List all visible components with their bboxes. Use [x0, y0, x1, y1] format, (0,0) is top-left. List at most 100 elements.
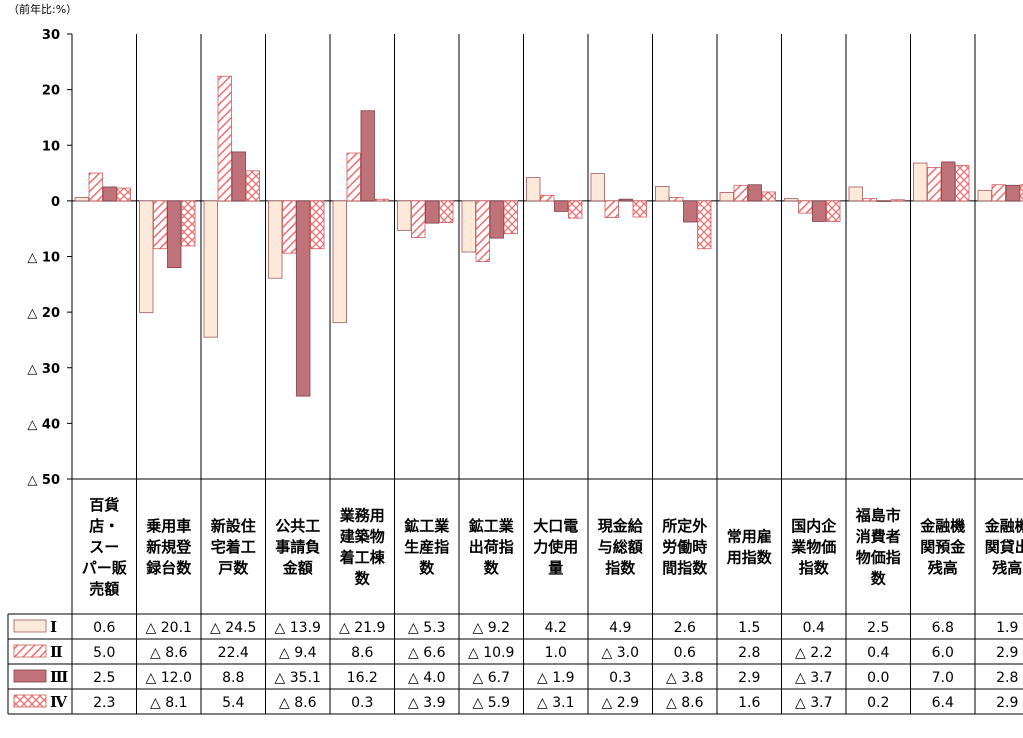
bar-series-2: [669, 197, 684, 202]
bar-series-2: [862, 198, 877, 202]
table-cell: 5.0: [93, 645, 115, 661]
bar-series-3: [296, 200, 311, 397]
bar-series-3: [167, 200, 182, 269]
bar-series-2: [798, 200, 813, 214]
bar-series-4: [697, 200, 712, 250]
category-label: 乗用車新規登録台数: [146, 517, 192, 577]
bar-series-3: [876, 200, 891, 202]
table-cell: 0.6: [93, 620, 115, 636]
bar-series-1: [332, 200, 347, 324]
bar-series-1: [139, 200, 154, 314]
legend-swatch-series-1: [13, 619, 47, 633]
bar-series-1: [203, 200, 218, 338]
table-cell: 2.9: [738, 670, 760, 686]
table-cell: 2.9: [996, 645, 1018, 661]
table-cell: 1.0: [545, 645, 567, 661]
table-cell: △ 9.4: [279, 645, 317, 661]
table-cell: 0.2: [867, 695, 889, 711]
bar-series-4: [1019, 184, 1023, 202]
bar-series-3: [231, 151, 246, 202]
bar-series-1: [784, 198, 799, 202]
table-cell: 0.4: [803, 620, 825, 636]
table-cell: △ 5.3: [408, 620, 445, 636]
table-cell: 0.6: [674, 645, 696, 661]
y-tick-label: △ 40: [27, 417, 60, 432]
table-cell: △ 13.9: [275, 620, 321, 636]
bar-series-3: [747, 184, 762, 202]
table-cell: 2.6: [674, 620, 696, 636]
y-tick-label: 30: [42, 28, 60, 43]
bar-series-4: [632, 200, 647, 218]
table-cell: △ 3.1: [537, 695, 574, 711]
table-cell: 2.8: [996, 670, 1018, 686]
category-label: 業務用建築物着工棟数: [339, 507, 386, 588]
bar-series-2: [991, 184, 1006, 202]
table-cell: △ 6.6: [408, 645, 446, 661]
table-cell: △ 3.8: [666, 670, 703, 686]
bars: [74, 75, 1023, 397]
legend-label: Ⅱ: [50, 643, 63, 661]
bar-series-4: [374, 198, 389, 202]
category-label: 現金給与総額指数: [598, 517, 644, 577]
y-tick-label: △ 30: [27, 362, 60, 377]
bar-series-3: [489, 200, 504, 239]
bar-series-1: [397, 200, 412, 231]
table-cell: △ 8.1: [150, 695, 187, 711]
category-label: 公共工事請負金額: [275, 517, 320, 577]
table-cell: 0.3: [609, 670, 631, 686]
y-tick-label: 20: [42, 84, 60, 99]
bar-series-3: [618, 198, 633, 202]
bar-series-1: [74, 197, 89, 202]
table-cell: △ 6.7: [473, 670, 510, 686]
table-cell: 0.3: [351, 695, 373, 711]
table-cell: △ 3.0: [602, 645, 639, 661]
table-cell: 2.5: [93, 670, 115, 686]
table-cell: △ 20.1: [146, 620, 192, 636]
bar-series-1: [526, 177, 541, 202]
table-cell: △ 2.9: [602, 695, 639, 711]
bar-series-1: [268, 200, 283, 279]
data-table: Ⅰ 0.6 △ 20.1 △ 24.5 △ 13.9 △ 21.9 △ 5.3 △ 9.2 4.…: [7, 613, 1023, 715]
category-label: 所定外労働時間指数: [662, 517, 708, 577]
table-cell: △ 8.6: [666, 695, 704, 711]
y-tick-label: △ 20: [27, 306, 60, 321]
category-label: 福島市消費者物価指数: [855, 507, 901, 588]
category-label: 常用雇用指数: [727, 528, 773, 567]
bar-series-4: [310, 200, 325, 250]
bar-series-2: [282, 200, 297, 254]
table-cell: △ 12.0: [146, 670, 192, 686]
bar-series-2: [733, 184, 748, 202]
legend-swatch-series-3: [13, 669, 47, 683]
table-cell: △ 2.2: [795, 645, 832, 661]
legend-label: Ⅰ: [50, 618, 57, 636]
table-cell: 4.9: [609, 620, 631, 636]
bar-series-4: [761, 191, 776, 202]
bar-series-4: [439, 200, 454, 223]
bar-series-2: [927, 167, 942, 202]
table-cell: 1.5: [738, 620, 760, 636]
bar-series-3: [425, 200, 440, 224]
category-label: 鉱工業出荷指数: [469, 517, 515, 577]
legend-label: Ⅳ: [50, 693, 68, 711]
table-cell: △ 21.9: [339, 620, 385, 636]
bar-series-4: [955, 164, 970, 202]
category-label: 大口電力使用量: [533, 517, 578, 577]
bar-series-4: [116, 187, 131, 202]
bar-series-4: [826, 200, 841, 222]
category-label: 鉱工業生産指数: [404, 517, 450, 577]
table-cell: 1.9: [996, 620, 1018, 636]
table-cell: 1.6: [738, 695, 760, 711]
table-cell: △ 10.9: [468, 645, 514, 661]
bar-series-1: [848, 186, 863, 202]
category-labels: 百貨店・スーパー販売額乗用車新規登録台数新設住宅着工戸数公共工事請負金額業務用建…: [82, 496, 1023, 598]
bar-series-2: [153, 200, 168, 250]
bar-series-3: [102, 186, 117, 202]
bar-series-4: [245, 170, 260, 202]
bar-series-4: [181, 200, 196, 247]
y-tick-label: 0: [51, 195, 60, 210]
bar-series-1: [913, 162, 928, 202]
table-cell: △ 24.5: [210, 620, 256, 636]
bar-series-1: [655, 186, 670, 202]
bar-series-1: [590, 173, 605, 202]
